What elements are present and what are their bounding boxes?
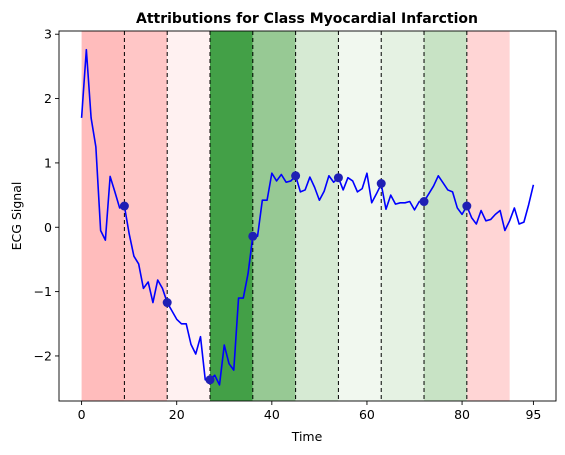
- y-tick-label-3: 1: [44, 155, 52, 170]
- x-tick-label-2: 40: [264, 407, 280, 422]
- segment-marker-3: [248, 231, 258, 241]
- attribution-band-7: [381, 31, 425, 401]
- chart-title: Attributions for Class Myocardial Infarc…: [136, 11, 478, 27]
- segment-marker-5: [333, 173, 343, 183]
- plot-frame: [58, 30, 557, 402]
- x-tick-label-1: 20: [169, 407, 185, 422]
- y-tick-label-4: 2: [44, 91, 52, 106]
- x-tick-label-0: 0: [78, 407, 86, 422]
- attribution-band-6: [338, 31, 382, 401]
- segment-marker-7: [419, 197, 429, 207]
- attribution-band-4: [252, 31, 296, 401]
- x-axis-ticks: 0 20 40 60 80 95: [78, 401, 541, 422]
- y-tick-label-2: 0: [44, 220, 52, 235]
- y-tick-label-1: −1: [34, 284, 52, 299]
- x-tick-label-5: 95: [525, 407, 541, 422]
- attribution-band-9: [466, 31, 510, 401]
- y-axis-label: ECG Signal: [9, 182, 24, 251]
- segment-marker-4: [291, 171, 301, 181]
- attribution-bands: [81, 31, 510, 401]
- x-tick-label-4: 80: [454, 407, 470, 422]
- x-axis-label: Time: [291, 429, 323, 444]
- segment-marker-8: [462, 201, 472, 211]
- segment-marker-0: [119, 201, 129, 211]
- y-tick-label-5: 3: [44, 27, 52, 42]
- segment-boundary-lines: [123, 31, 468, 401]
- attribution-band-5: [295, 31, 339, 401]
- attribution-band-0: [81, 31, 125, 401]
- y-axis-ticks: −2 −1 0 1 2 3: [34, 27, 59, 363]
- x-tick-label-3: 60: [359, 407, 375, 422]
- segment-marker-6: [376, 179, 386, 189]
- segment-marker-2: [205, 375, 215, 385]
- segment-markers: [119, 171, 472, 385]
- ecg-signal-line: [80, 48, 535, 386]
- segment-marker-1: [162, 298, 172, 308]
- attribution-band-8: [424, 31, 467, 401]
- attribution-band-1: [124, 31, 168, 401]
- attribution-band-2: [167, 31, 211, 401]
- y-tick-label-0: −2: [34, 348, 52, 363]
- attribution-band-3: [210, 31, 253, 401]
